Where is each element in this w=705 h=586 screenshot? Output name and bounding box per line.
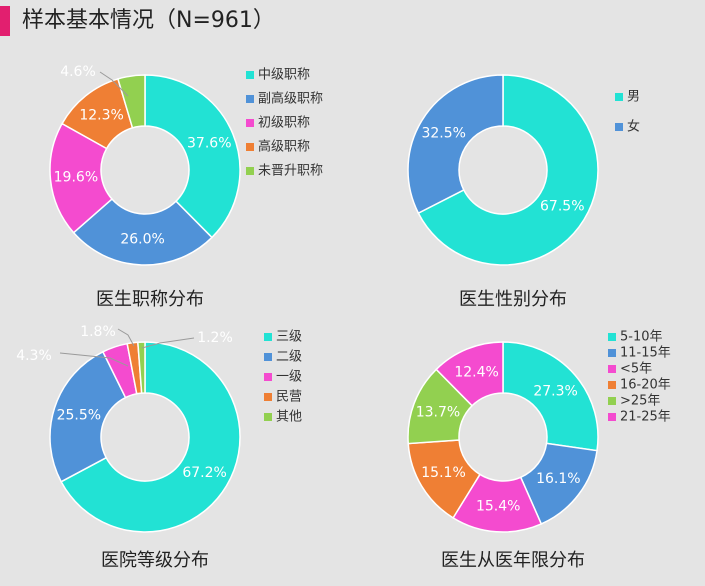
donut-chart-1: 37.6% 26.0% 19.6% 12.3% 4.6% 医生职称分布 中级职称副高级职称初…	[49, 64, 323, 310]
leader-line-3-4	[117, 328, 135, 347]
data-label-2-1: 67.5%	[540, 198, 584, 214]
legend-2: 男女	[615, 90, 640, 135]
slice-1-1	[144, 74, 241, 239]
legend-swatch-1-4	[246, 143, 254, 151]
legend-label-2-1: 男	[627, 90, 640, 105]
legend-label-4-5: >25年	[620, 394, 660, 409]
legend-swatch-4-2	[608, 349, 616, 357]
legend-label-4-4: 16-20年	[620, 378, 671, 393]
chart-title-1: 医生职称分布	[96, 289, 204, 310]
legend-swatch-2-1	[615, 93, 623, 101]
data-label-4-4: 15.1%	[421, 465, 465, 481]
slice-4-1	[502, 341, 599, 452]
data-label-1-5: 4.6%	[60, 64, 96, 80]
legend-label-3-5: 其他	[276, 410, 302, 425]
legend-label-1-3: 初级职称	[258, 116, 310, 131]
data-label-3-5: 1.2%	[197, 330, 233, 346]
data-label-3-3: 4.3%	[16, 348, 52, 364]
legend-label-4-2: 11-15年	[620, 346, 671, 361]
leader-line-1-5	[99, 71, 129, 97]
data-label-1-3: 19.6%	[54, 169, 98, 185]
legend-label-1-1: 中级职称	[258, 68, 310, 83]
chart-title-2: 医生性别分布	[459, 289, 567, 310]
slice-2-2	[407, 74, 504, 215]
data-label-3-4: 1.8%	[80, 324, 116, 340]
legend-label-3-2: 二级	[276, 350, 302, 365]
slice-3-2	[49, 350, 127, 483]
data-label-1-4: 12.3%	[79, 108, 123, 124]
chart-title-3: 医院等级分布	[101, 550, 209, 571]
legend-swatch-3-1	[264, 333, 272, 341]
legend-swatch-4-1	[608, 333, 616, 341]
legend-swatch-3-3	[264, 373, 272, 381]
legend-label-1-5: 未晋升职称	[258, 164, 323, 179]
legend-label-3-1: 三级	[276, 330, 302, 345]
legend-label-4-6: 21-25年	[620, 410, 671, 425]
slice-1-3	[49, 122, 113, 234]
data-label-3-2: 25.5%	[57, 408, 101, 424]
legend-swatch-4-6	[608, 413, 616, 421]
legend-swatch-1-2	[246, 95, 254, 103]
data-label-1-2: 26.0%	[120, 231, 164, 247]
title-accent-bar	[0, 6, 10, 36]
legend-label-4-3: <5年	[620, 362, 652, 377]
legend-label-1-4: 高级职称	[258, 139, 310, 155]
legend-label-1-2: 副高级职称	[258, 91, 323, 107]
data-label-4-3: 15.4%	[476, 498, 520, 514]
legend-swatch-1-1	[246, 71, 254, 79]
data-label-4-2: 16.1%	[536, 471, 580, 487]
data-label-2-2: 32.5%	[421, 126, 465, 142]
legend-swatch-3-2	[264, 353, 272, 361]
data-label-4-1: 27.3%	[533, 384, 577, 400]
data-label-1-1: 37.6%	[187, 136, 231, 152]
legend-label-4-1: 5-10年	[620, 330, 663, 345]
slice-4-6	[435, 341, 504, 407]
data-label-3-1: 67.2%	[182, 465, 226, 481]
leader-line-3-3	[59, 352, 129, 367]
chart-title-4: 医生从医年限分布	[441, 550, 585, 571]
donut-chart-4: 27.3% 16.1% 15.4% 15.1% 13.7% 12.4% 医生从医年限分布 5-…	[407, 330, 671, 571]
legend-swatch-3-5	[264, 413, 272, 421]
legend-swatch-3-4	[264, 393, 272, 401]
legend-swatch-4-5	[608, 397, 616, 405]
page-header: 样本基本情况（N=961）	[0, 0, 705, 40]
slice-3-5	[137, 341, 146, 394]
slice-2-1	[417, 74, 599, 266]
legend-swatch-1-5	[246, 167, 254, 175]
legend-swatch-1-3	[246, 119, 254, 127]
legend-swatch-4-4	[608, 381, 616, 389]
data-label-4-5: 13.7%	[416, 404, 460, 420]
slice-1-2	[72, 197, 213, 266]
slice-1-5	[117, 74, 146, 129]
leader-line-3-5	[141, 337, 195, 349]
legend-label-3-4: 民营	[276, 390, 302, 405]
page-title: 样本基本情况（N=961）	[22, 8, 275, 33]
legend-label-2-2: 女	[627, 119, 640, 135]
donut-chart-2: 67.5% 32.5% 医生性别分布 男女	[407, 74, 640, 310]
legend-label-3-3: 一级	[276, 370, 302, 385]
legend-swatch-4-3	[608, 365, 616, 373]
slice-3-1	[60, 341, 241, 533]
legend-swatch-2-2	[615, 123, 623, 131]
data-label-4-6: 12.4%	[454, 365, 498, 381]
